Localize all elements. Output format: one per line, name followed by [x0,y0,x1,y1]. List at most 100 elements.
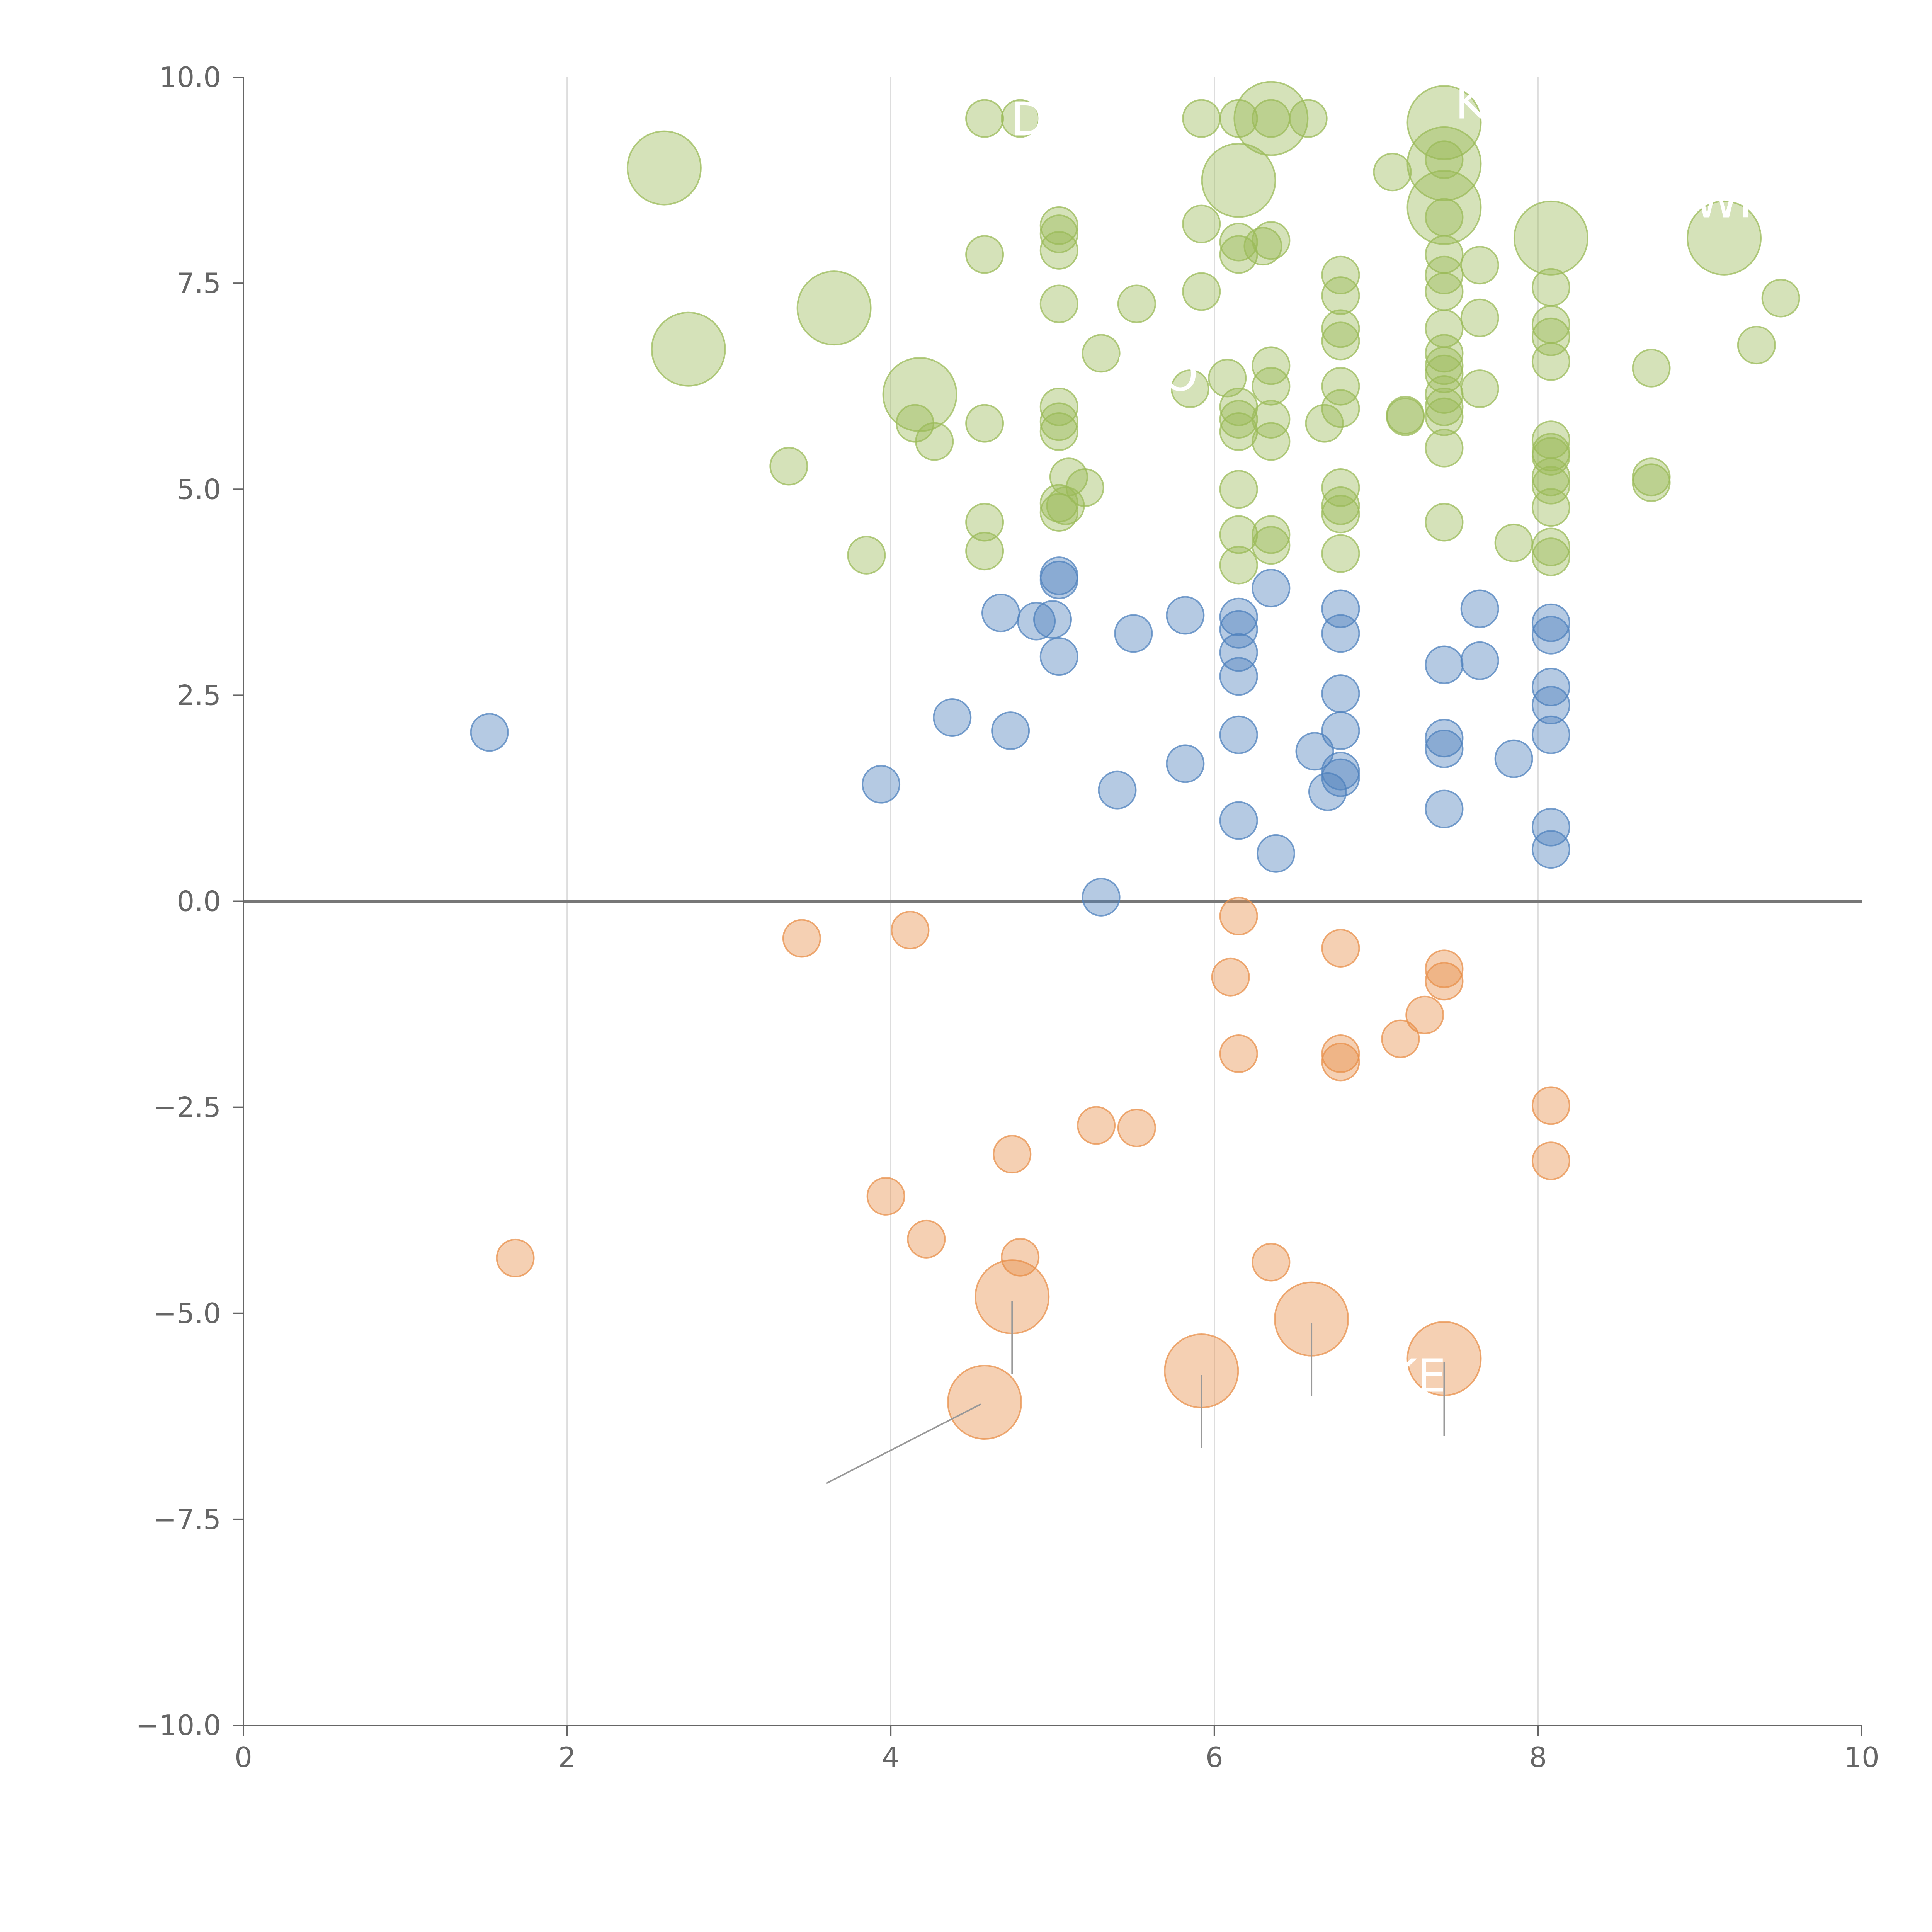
data-point-high [1219,515,1258,554]
x-tick-label: 2 [558,1741,576,1774]
data-point-high [1321,255,1360,294]
data-point-high [965,404,1004,443]
data-point-low [993,1135,1032,1174]
data-point-low [1531,1086,1570,1125]
data-point-high [1321,495,1360,534]
data-point-high [1305,404,1344,443]
data-point-high [1425,503,1464,542]
data-point-mid [1531,603,1570,642]
data-point-low [1252,1243,1291,1282]
data-point-mid [1321,614,1360,653]
y-tick-label: 0.0 [177,885,221,918]
data-point-mid [981,594,1020,633]
data-point-high [1182,99,1221,138]
data-point-mid [1017,602,1056,641]
data-point-high [1252,515,1291,554]
data-point-high [965,235,1004,274]
data-point-high [1252,422,1291,461]
data-point-high [1252,221,1291,260]
data-point-mid [1295,732,1334,771]
data-point-high [1039,214,1078,253]
data-point-high [1001,99,1040,138]
data-point-mid [1321,674,1360,713]
data-point-high [769,447,808,486]
data-point-high [1321,486,1360,525]
data-point-mid [1425,729,1464,768]
data-point-high [1321,534,1360,573]
data-point-high [1386,397,1425,436]
data-point-high [1425,272,1464,311]
data-point-low [891,911,930,950]
data-point-high [1531,437,1570,476]
point-label: WO [1117,348,1198,401]
data-point-high [1252,367,1291,406]
data-point-mid [1219,801,1258,840]
data-point-high [1039,284,1078,323]
data-point-high [1321,276,1360,315]
data-point-mid [1166,744,1205,783]
data-point-mid [1460,589,1499,628]
point-label: KE [1387,1349,1446,1402]
data-point-high [1460,298,1499,337]
data-point-low [947,1365,1022,1440]
data-point-low [1219,896,1258,935]
data-point-high [1425,140,1464,179]
data-point-high [1425,388,1464,426]
data-point-mid [1425,789,1464,828]
data-point-high [1425,334,1464,373]
data-point-high [1201,143,1276,218]
data-point-high [1039,484,1078,523]
data-point-mid [1321,711,1360,750]
data-point-high [965,503,1004,542]
axes: 0 2 4 6 8 10 10.0 7.5 5.0 2.5 0.0 −2.5 −5.0 −7.5 −10.0 [136,61,1879,1774]
data-point-low [1381,1019,1420,1058]
data-point-mid [1425,719,1464,758]
data-point-low [1425,949,1464,988]
data-point-mid [1219,597,1258,636]
data-point-mid [1114,614,1153,653]
point-label: WR [1694,175,1771,228]
data-point-high [1321,389,1360,428]
x-tick-label: 10 [1844,1741,1879,1774]
data-point-high [1219,400,1258,439]
x-tick-label: 8 [1529,1741,1547,1774]
data-point-high [1243,227,1282,266]
data-point-mid [470,713,509,752]
data-point-high [1632,463,1671,502]
data-point-high [1531,268,1570,307]
data-point-high [1531,466,1570,505]
data-point-high [1252,400,1291,439]
data-point-mid [1098,770,1137,810]
data-point-high [1182,204,1221,243]
data-point-low [1321,929,1360,968]
data-point-mid [1531,808,1570,847]
data-point-low [1425,962,1464,1001]
data-point-low [1321,1034,1360,1073]
data-point-high [1406,170,1482,245]
data-point-low [1405,995,1444,1034]
data-point-high [1117,284,1156,323]
data-point-high [1632,457,1671,497]
data-point-high [1039,231,1078,270]
data-point-mid [1082,878,1121,917]
data-point-mid [1460,641,1499,680]
data-point-mid [1166,596,1205,635]
data-point-low [1117,1108,1156,1147]
data-point-low [907,1219,946,1259]
y-tick-label: 7.5 [177,267,221,299]
y-tick-label: −10.0 [136,1709,221,1742]
data-point-high [847,536,886,575]
data-point-low [866,1177,905,1216]
point-label: D [1011,92,1046,146]
data-point-high [1321,309,1360,348]
y-tick-label: 10.0 [159,61,221,94]
data-point-mid [862,765,901,804]
y-tick-label: −5.0 [153,1297,221,1330]
data-point-mid [1039,637,1078,676]
data-point-mid [1219,715,1258,754]
data-point-mid [991,711,1030,750]
data-point-high [915,422,954,461]
data-point-high [1039,412,1078,451]
data-point-low [1219,1034,1258,1073]
data-point-high [1219,470,1258,509]
